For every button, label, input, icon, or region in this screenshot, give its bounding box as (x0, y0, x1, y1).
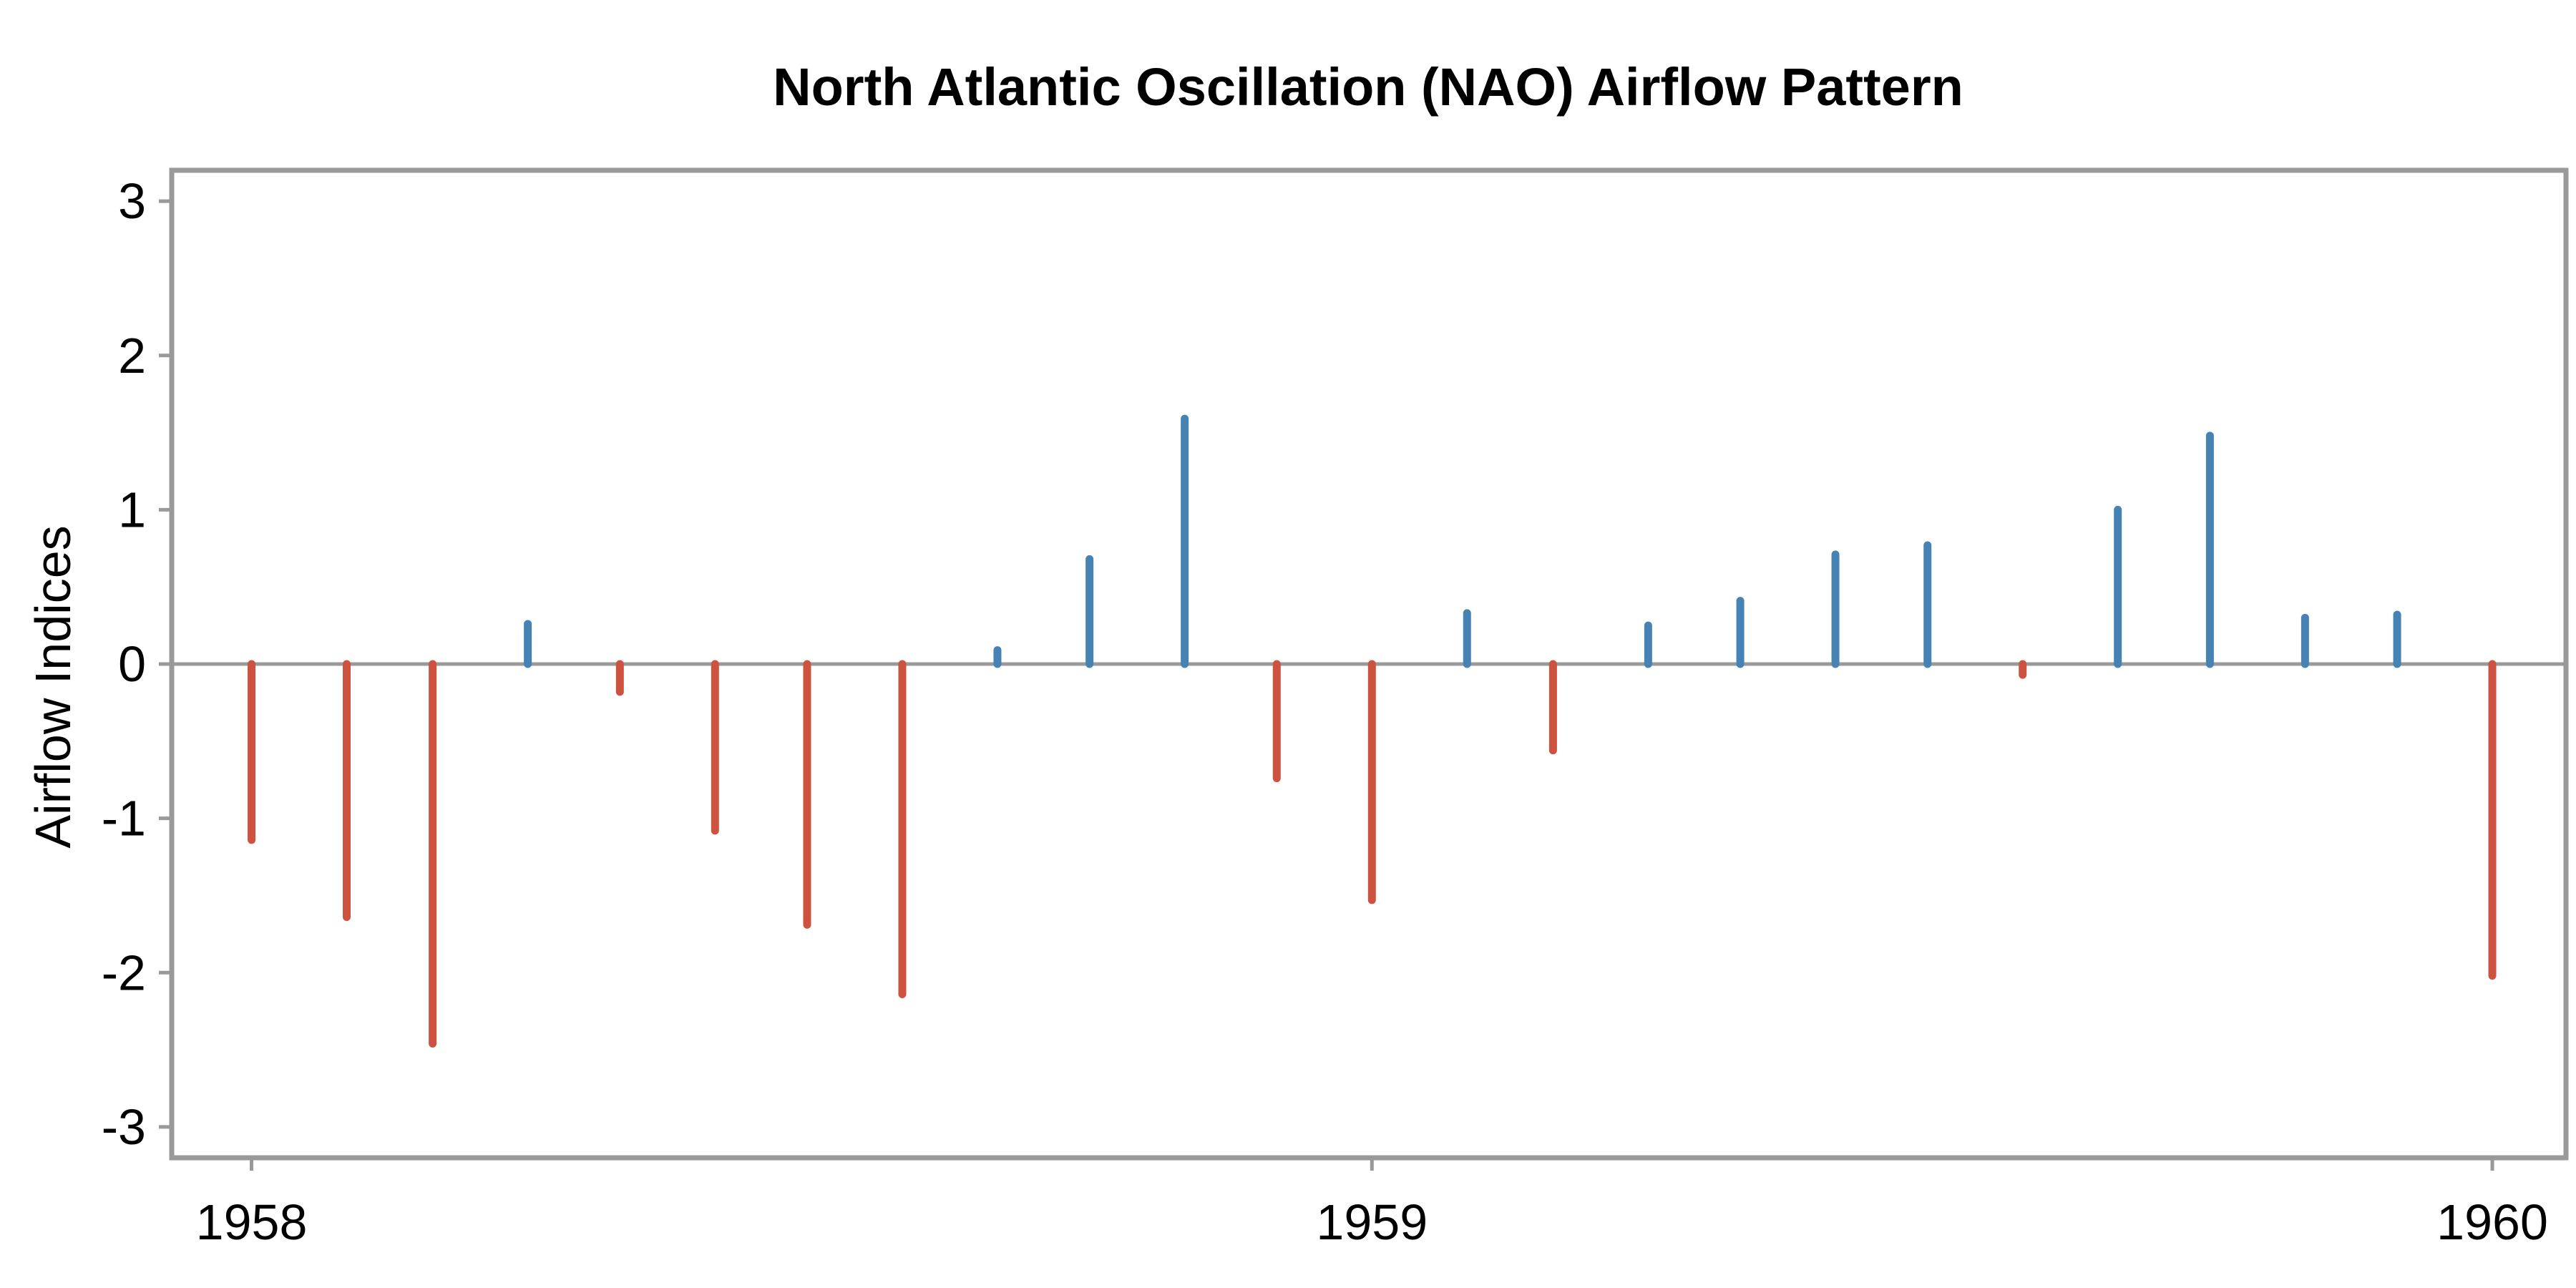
y-tick-label: 3 (118, 173, 146, 229)
bars (248, 414, 2497, 1048)
x-tick-label: 1958 (196, 1194, 308, 1250)
y-tick-label: -2 (102, 945, 146, 1000)
x-tick-label: 1960 (2436, 1194, 2548, 1250)
y-tick-label: 0 (118, 636, 146, 692)
y-tick-label: -3 (102, 1099, 146, 1155)
y-tick-label: 1 (118, 482, 146, 537)
x-axis: 1958 1959 1960 (196, 1158, 2548, 1250)
y-axis-label: Airflow Indices (25, 525, 81, 848)
y-tick-label: 2 (118, 328, 146, 384)
y-axis: 3 2 1 0 -1 -2 -3 (102, 173, 172, 1155)
x-tick-label: 1959 (1316, 1194, 1428, 1250)
chart-title: North Atlantic Oscillation (NAO) Airflow… (773, 57, 1963, 117)
y-tick-label: -1 (102, 791, 146, 847)
